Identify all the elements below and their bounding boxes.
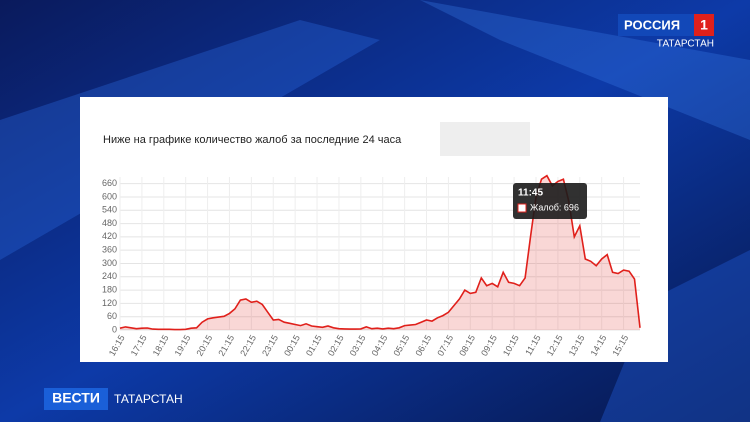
y-tick-label: 0 xyxy=(112,324,117,334)
y-tick-label: 180 xyxy=(102,284,117,294)
y-tick-label: 300 xyxy=(102,258,117,268)
area-fill xyxy=(120,175,640,330)
logo-number-box xyxy=(694,14,714,36)
y-tick-label: 360 xyxy=(102,245,117,255)
brand-region: ТАТАРСТАН xyxy=(114,392,183,406)
logo-number: 1 xyxy=(700,17,708,33)
brand: ВЕСТИ xyxy=(52,390,100,406)
tooltip-swatch xyxy=(517,203,527,213)
logo-channel: РОССИЯ xyxy=(624,17,680,32)
logo-box xyxy=(618,14,694,36)
y-tick-label: 240 xyxy=(102,271,117,281)
chart-card xyxy=(80,97,668,362)
y-tick-label: 120 xyxy=(102,298,117,308)
y-tick-label: 420 xyxy=(102,231,117,241)
brand-box xyxy=(44,388,108,410)
bg-streak xyxy=(600,250,750,422)
y-tick-label: 60 xyxy=(107,311,117,321)
logo-region: ТАТАРСТАН xyxy=(657,39,714,50)
y-tick-label: 480 xyxy=(102,218,117,228)
tooltip-box xyxy=(513,183,587,219)
tooltip-text: Жалоб: 696 xyxy=(530,202,579,212)
y-tick-label: 660 xyxy=(102,178,117,188)
y-tick-label: 600 xyxy=(102,191,117,201)
y-tick-label: 540 xyxy=(102,205,117,215)
tooltip-title: 11:45 xyxy=(518,188,543,199)
blurred-area xyxy=(440,122,530,156)
chart-title: Ниже на графике количество жалоб за посл… xyxy=(103,134,402,146)
